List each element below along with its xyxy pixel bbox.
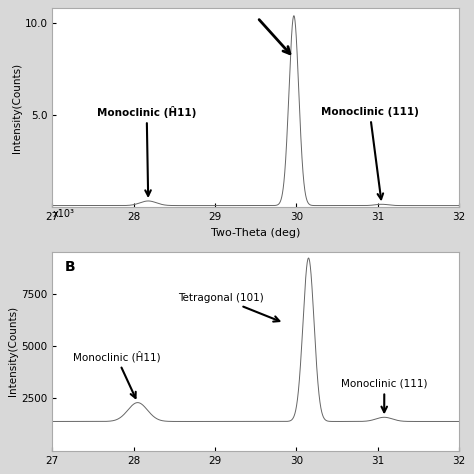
Y-axis label: Intensity(Counts): Intensity(Counts) <box>11 63 22 153</box>
Text: x10³: x10³ <box>52 210 74 219</box>
Text: Monoclinic (Ĥ11): Monoclinic (Ĥ11) <box>73 351 160 398</box>
Y-axis label: Intensity(Counts): Intensity(Counts) <box>9 306 18 396</box>
Text: B: B <box>64 260 75 273</box>
Text: Monoclinic (Ĥ11): Monoclinic (Ĥ11) <box>97 106 196 196</box>
Text: Tetragonal (101): Tetragonal (101) <box>178 293 279 321</box>
Text: Monoclinic (111): Monoclinic (111) <box>341 379 428 412</box>
X-axis label: Two-Theta (deg): Two-Theta (deg) <box>211 228 301 238</box>
Text: Monoclinic (111): Monoclinic (111) <box>321 107 419 199</box>
